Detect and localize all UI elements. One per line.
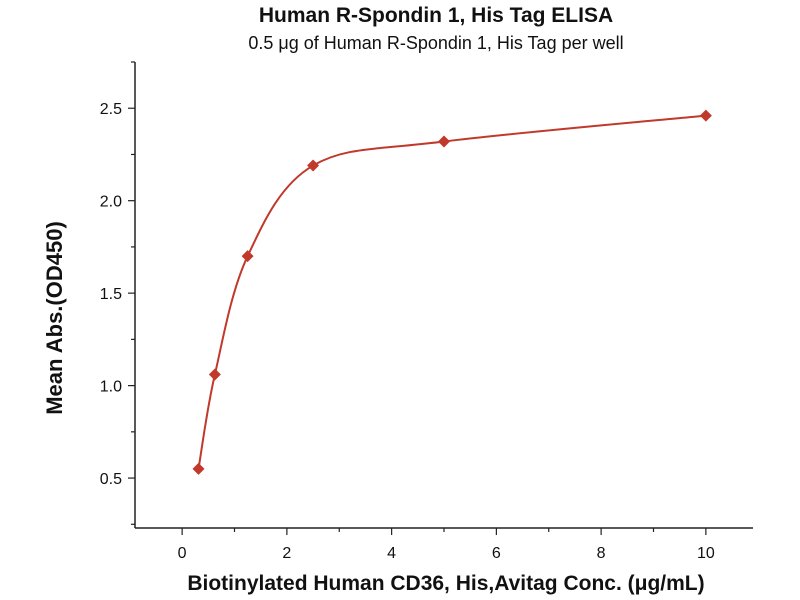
data-point: [438, 135, 450, 148]
x-tick-label: 6: [492, 545, 501, 562]
chart-subtitle: 0.5 μg of Human R-Spondin 1, His Tag per…: [248, 33, 623, 53]
y-tick-label: 1.0: [100, 379, 122, 396]
y-tick-label: 2.5: [100, 101, 122, 118]
x-tick-label: 0: [178, 545, 187, 562]
y-tick-label: 0.5: [100, 471, 122, 488]
fit-curve: [197, 114, 706, 469]
x-tick-label: 10: [697, 545, 715, 562]
y-tick-label: 2.0: [100, 194, 122, 211]
data-point: [307, 159, 320, 172]
y-axis-ticks: 0.5 1.0 1.5 2.0 2.5: [100, 61, 135, 525]
data-point: [208, 368, 221, 381]
y-axis-label: Mean Abs.(OD450): [42, 221, 67, 415]
chart-title: Human R-Spondin 1, His Tag ELISA: [259, 4, 613, 27]
x-tick-label: 2: [282, 545, 291, 562]
x-tick-label: 8: [597, 545, 606, 562]
y-tick-label: 1.5: [100, 286, 122, 303]
data-point: [241, 250, 254, 263]
x-tick-label: 4: [387, 545, 396, 562]
data-point: [699, 109, 712, 122]
data-points: [192, 109, 712, 475]
x-axis-ticks: 0 2 4 6 8 10: [178, 528, 715, 562]
x-axis-label: Biotinylated Human CD36, His,Avitag Conc…: [187, 572, 704, 595]
data-point: [192, 462, 205, 475]
